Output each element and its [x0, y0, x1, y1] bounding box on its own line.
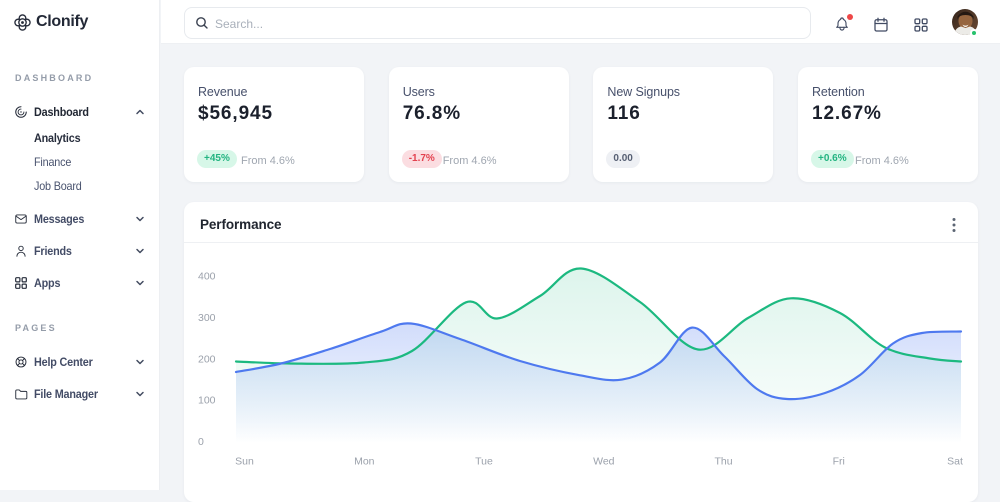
svg-text:300: 300 — [198, 312, 216, 324]
svg-text:400: 400 — [198, 271, 216, 283]
svg-text:200: 200 — [198, 354, 216, 366]
svg-text:Tue: Tue — [475, 456, 493, 468]
svg-text:Sat: Sat — [947, 456, 963, 468]
svg-text:Fri: Fri — [833, 456, 845, 468]
svg-text:0: 0 — [198, 436, 204, 448]
svg-text:Sun: Sun — [235, 456, 254, 468]
svg-text:Wed: Wed — [593, 456, 615, 468]
svg-text:Mon: Mon — [354, 456, 375, 468]
svg-text:Thu: Thu — [714, 456, 732, 468]
svg-text:100: 100 — [198, 395, 216, 407]
